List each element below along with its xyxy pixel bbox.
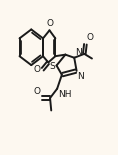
- Text: NH: NH: [58, 90, 71, 99]
- Text: O: O: [33, 87, 40, 96]
- Text: S: S: [50, 62, 55, 71]
- Text: O: O: [47, 19, 54, 28]
- Text: N: N: [78, 73, 84, 82]
- Text: O: O: [86, 33, 93, 42]
- Text: O: O: [34, 65, 41, 74]
- Text: N: N: [75, 48, 82, 57]
